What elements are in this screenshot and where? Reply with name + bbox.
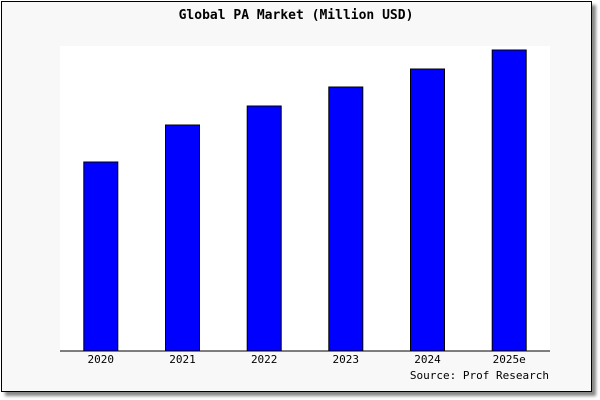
x-tick-label: 2023 bbox=[333, 353, 360, 366]
source-note: Source: Prof Research bbox=[410, 369, 549, 382]
chart-title: Global PA Market (Million USD) bbox=[179, 8, 414, 23]
bar-2020 bbox=[83, 161, 119, 352]
bar-2022 bbox=[246, 105, 282, 352]
x-tick-label: 2022 bbox=[251, 353, 278, 366]
bar-2021 bbox=[165, 124, 200, 352]
plot-area bbox=[60, 46, 550, 351]
bar-2023 bbox=[328, 86, 364, 352]
bar-2025e bbox=[491, 49, 527, 352]
x-tick-label: 2025e bbox=[493, 353, 526, 366]
x-tick-label: 2024 bbox=[414, 353, 441, 366]
bar-2024 bbox=[410, 68, 445, 352]
x-tick-label: 2021 bbox=[169, 353, 196, 366]
x-tick-label: 2020 bbox=[88, 353, 115, 366]
